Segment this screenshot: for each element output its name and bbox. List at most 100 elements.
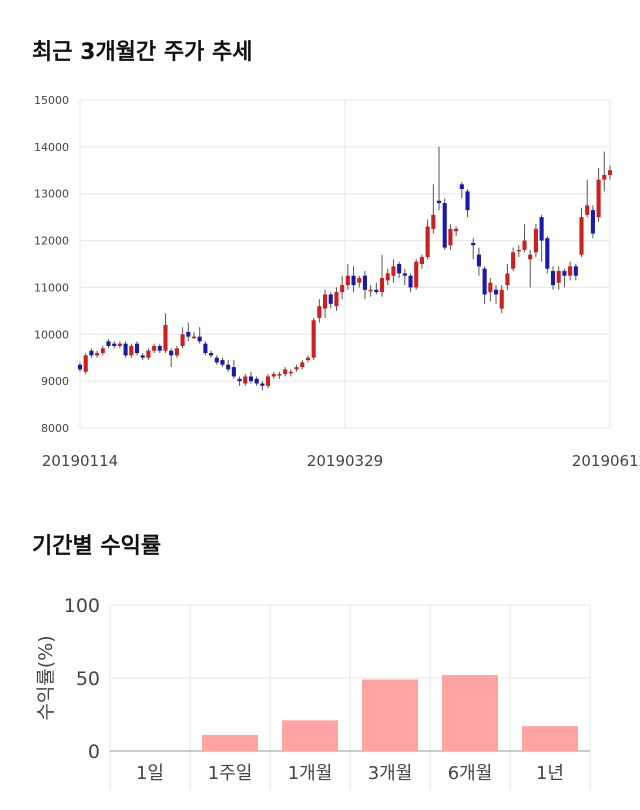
candle-body — [568, 266, 573, 276]
candle-body — [220, 360, 225, 365]
candle-body — [311, 320, 316, 358]
candle-body — [89, 350, 94, 356]
y-tick-label: 9000 — [41, 375, 69, 388]
candle-body — [209, 353, 214, 356]
candle-body — [191, 336, 197, 339]
candle-body — [511, 252, 516, 269]
candle-body — [283, 369, 288, 375]
candle-body — [585, 205, 590, 215]
candle-body — [83, 355, 88, 372]
candle-body — [482, 268, 487, 295]
candle-body — [112, 343, 117, 346]
return-bar — [362, 679, 418, 751]
candle-body — [146, 350, 151, 358]
candle-body — [340, 285, 345, 293]
candle-body — [402, 273, 407, 276]
candle-body — [174, 348, 179, 356]
candle-body — [516, 249, 521, 252]
y-tick-label: 15000 — [34, 94, 69, 107]
candle-body — [266, 376, 271, 386]
candle-body — [533, 228, 538, 253]
x-category-label: 6개월 — [448, 763, 493, 784]
x-tick-label: 20190612 — [572, 452, 640, 470]
candle-body — [397, 264, 402, 274]
candle-body — [459, 184, 464, 190]
candle-body — [408, 275, 413, 288]
candle-body — [590, 210, 595, 234]
y-tick-label: 0 — [88, 741, 100, 763]
y-axis-label: 수익률(%) — [35, 635, 57, 720]
candle-body — [203, 343, 208, 354]
candle-body — [493, 289, 499, 295]
y-tick-label: 10000 — [34, 328, 69, 341]
candle-body — [528, 254, 533, 260]
candle-body — [95, 353, 100, 356]
candle-body — [140, 355, 145, 358]
return-bar — [522, 726, 578, 751]
candle-body — [152, 346, 157, 351]
candle-body — [442, 203, 447, 248]
candle-body — [157, 346, 162, 351]
candle-body — [471, 242, 476, 246]
candle-body — [334, 292, 339, 307]
candle-body — [607, 170, 613, 175]
candle-body — [454, 228, 459, 232]
y-tick-label: 8000 — [41, 422, 69, 435]
candle-body — [556, 271, 561, 283]
candle-body — [602, 174, 607, 180]
candle-body — [237, 378, 242, 382]
candle-body — [419, 256, 424, 264]
candle-body — [163, 324, 168, 351]
candle-body — [123, 343, 128, 356]
candle-body — [374, 289, 379, 293]
candle-body — [414, 261, 419, 288]
candle-body — [499, 289, 504, 309]
candle-body — [539, 217, 544, 241]
returns-chart-title: 기간별 수익률 — [32, 534, 162, 559]
candle-body — [357, 278, 362, 283]
candle-body — [545, 238, 550, 269]
x-tick-label: 20190329 — [307, 452, 383, 470]
x-category-label: 3개월 — [368, 763, 413, 784]
candle-body — [351, 275, 356, 286]
x-tick-label: 20190114 — [42, 452, 118, 470]
candle-body — [129, 346, 134, 356]
y-tick-label: 100 — [64, 595, 100, 617]
y-tick-label: 14000 — [34, 141, 69, 154]
return-bar — [202, 734, 258, 751]
price-chart-title: 최근 3개월간 주가 추세 — [32, 40, 253, 65]
candle-body — [448, 228, 453, 246]
candle-body — [345, 275, 350, 286]
candle-body — [368, 289, 373, 292]
candle-body — [271, 374, 276, 377]
return-bar — [442, 675, 498, 751]
candle-body — [362, 275, 367, 290]
candle-body — [579, 217, 584, 255]
candle-body — [522, 240, 527, 250]
candle-body — [431, 214, 436, 229]
y-tick-label: 12000 — [34, 235, 69, 248]
y-tick-label: 50 — [76, 668, 100, 690]
x-category-label: 1년 — [536, 763, 564, 784]
return-bar — [282, 720, 338, 751]
y-tick-label: 11000 — [34, 281, 69, 294]
candle-body — [248, 376, 254, 382]
candle-body — [596, 179, 601, 218]
candle-body — [277, 374, 282, 376]
candle-body — [391, 266, 396, 276]
candle-body — [294, 367, 299, 370]
candle-body — [117, 343, 122, 346]
candle-body — [550, 271, 556, 286]
y-tick-label: 13000 — [34, 188, 69, 201]
candle-body — [186, 331, 191, 337]
candle-body — [180, 334, 185, 346]
candle-body — [562, 271, 567, 276]
candle-body — [476, 254, 481, 267]
candle-body — [305, 357, 311, 361]
candle-body — [323, 294, 328, 309]
candlestick-chart: 15000 14000 13000 12000 11000 10000 9000 8000 20… — [34, 94, 640, 470]
candle-body — [77, 364, 83, 370]
x-category-label: 1일 — [136, 763, 164, 784]
candle-body — [231, 367, 236, 377]
